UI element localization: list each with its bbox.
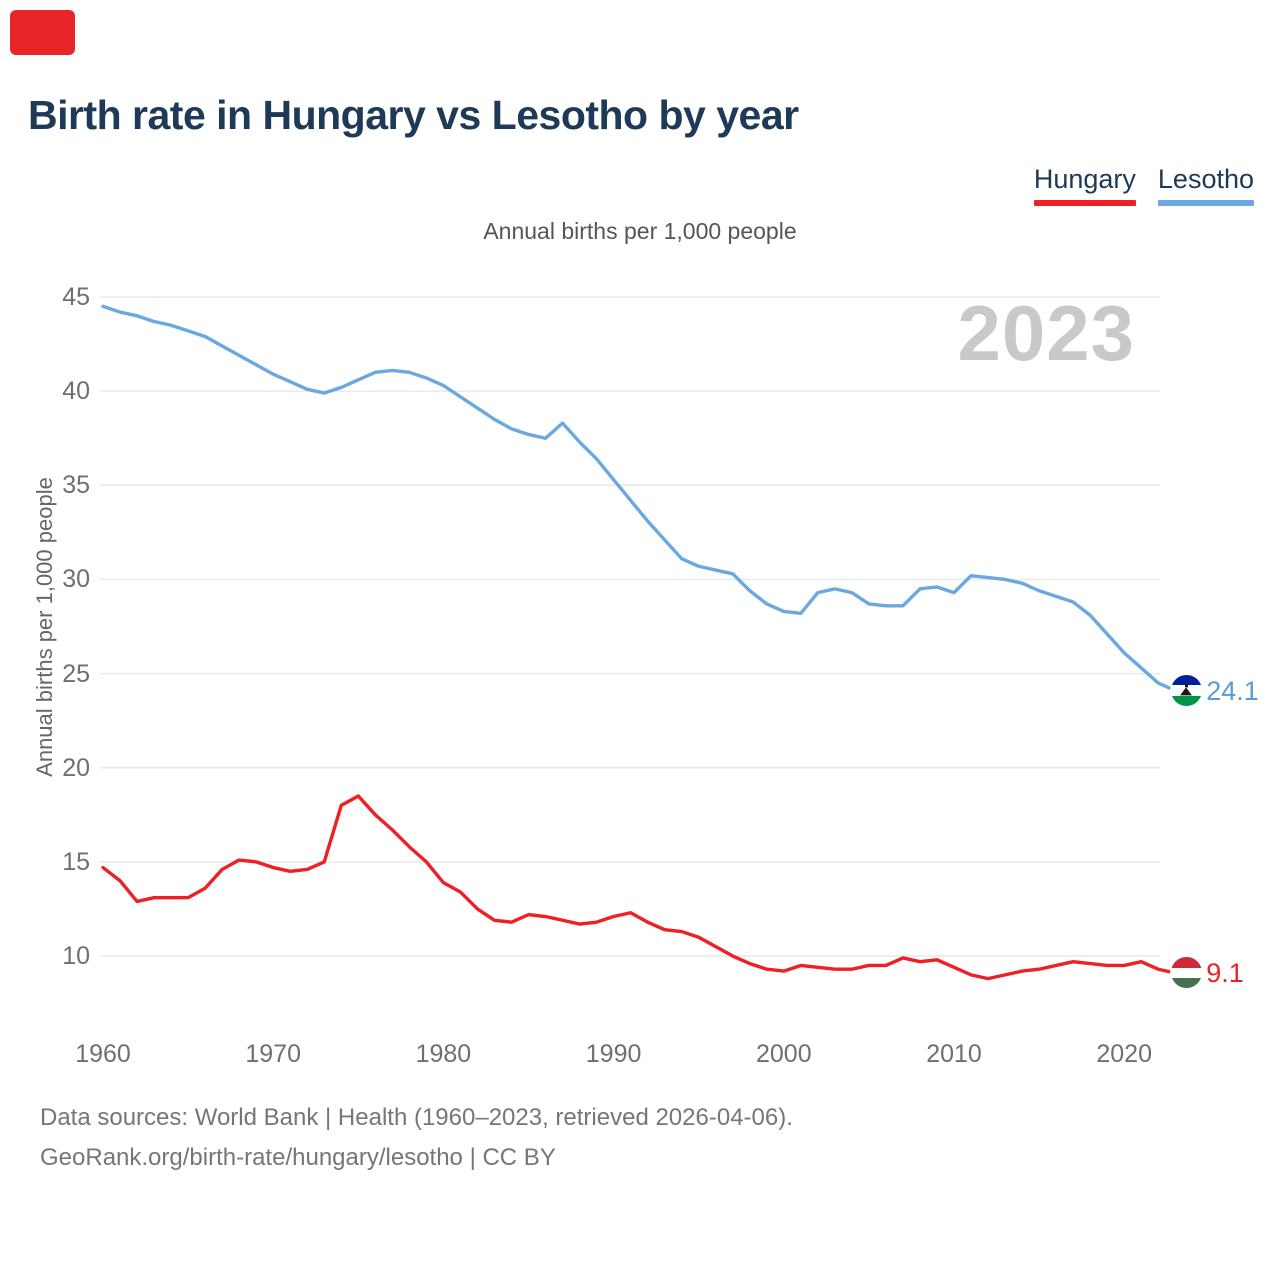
legend-item-hungary[interactable]: Hungary	[1033, 164, 1136, 206]
hungary-line[interactable]	[101, 794, 1177, 981]
lesotho-end-value: 24.1	[1206, 675, 1259, 706]
red-corner-marker	[10, 10, 75, 55]
footer: Data sources: World Bank | Health (1960–…	[40, 1098, 793, 1178]
flag-band	[1170, 682, 1202, 697]
chart-subtitle: Annual births per 1,000 people	[483, 218, 797, 244]
footer-sources: Data sources: World Bank | Health (1960–…	[40, 1104, 793, 1131]
page-title: Birth rate in Hungary vs Lesotho by year	[28, 92, 799, 138]
flag-band	[1170, 967, 1202, 979]
legend-label-hungary: Hungary	[1033, 164, 1136, 194]
flag-band	[1170, 696, 1202, 707]
legend-label-lesotho: Lesotho	[1157, 164, 1254, 194]
hungary-flag-icon	[1170, 957, 1202, 989]
legend: Hungary Lesotho	[1033, 164, 1254, 206]
legend-item-lesotho[interactable]: Lesotho	[1157, 164, 1254, 206]
footer-attribution: GeoRank.org/birth-rate/hungary/lesotho |…	[40, 1144, 556, 1171]
legend-underline-lesotho	[1157, 200, 1254, 206]
watermark-year: 2023	[957, 289, 1135, 377]
flag-band	[1170, 978, 1202, 989]
flag-band	[1170, 675, 1202, 685]
hungary-end-value: 9.1	[1206, 957, 1244, 988]
flag-band	[1170, 957, 1202, 968]
legend-underline-hungary	[1033, 200, 1136, 206]
lesotho-line[interactable]	[101, 304, 1177, 693]
basotho-hat-icon	[1180, 682, 1193, 695]
lesotho-flag-icon	[1170, 675, 1202, 707]
